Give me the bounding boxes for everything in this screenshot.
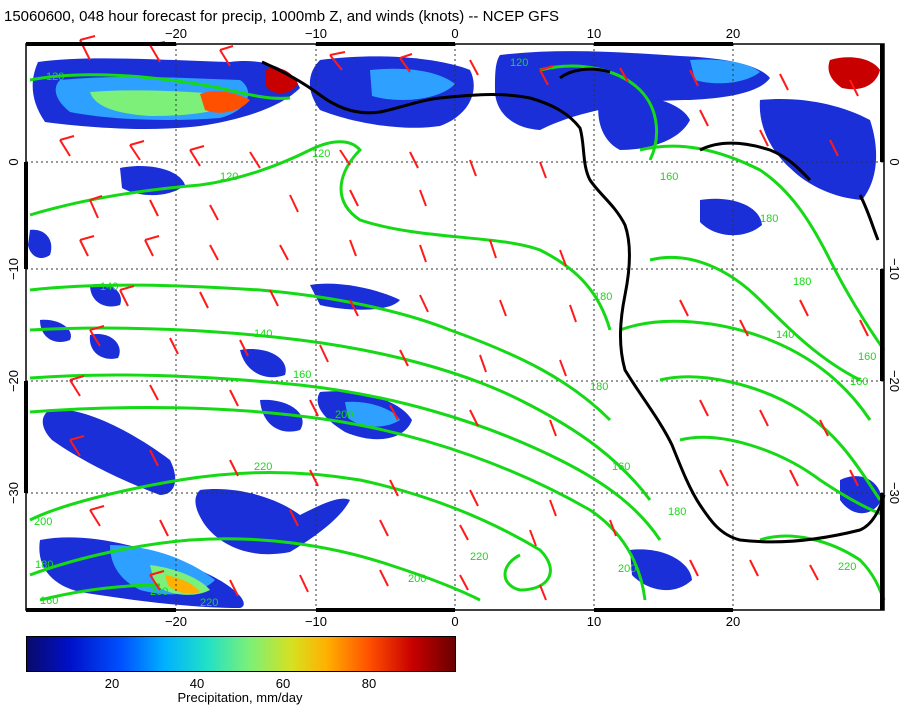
contour-label: 180 (760, 213, 778, 225)
contour-label: 220 (200, 597, 218, 609)
contour-label: 160 (293, 369, 311, 381)
lat-tick-label: −10 (6, 258, 21, 280)
contour-label: 220 (838, 561, 856, 573)
contour-label: 120 (46, 71, 64, 83)
contour-label: 140 (254, 328, 272, 340)
lon-tick-label: 0 (451, 614, 458, 629)
contour-labels: 120 120 120 140 140 160 180 200 220 180 … (34, 57, 876, 609)
lat-tick-label: 0 (6, 158, 21, 165)
contour-label: 160 (850, 376, 868, 388)
contour-label: 200 (335, 409, 353, 421)
contour-label: 200 (408, 573, 426, 585)
lon-tick-label: −10 (305, 614, 327, 629)
colorbar-tick-label: 60 (275, 676, 291, 691)
lon-tick-label: 10 (587, 614, 601, 629)
lat-tick-label: −30 (6, 482, 21, 504)
contour-label: 120 (220, 171, 238, 183)
bottom-lon-labels: −20 −10 0 10 20 (165, 614, 740, 629)
colorbar-tick-label: 20 (104, 676, 120, 691)
contour-label: 160 (612, 461, 630, 473)
contour-label: 180 (668, 506, 686, 518)
lon-tick-label: 20 (726, 614, 740, 629)
contour-label: 180 (793, 276, 811, 288)
lon-tick-label: 0 (451, 26, 458, 41)
lat-tick-label: −20 (887, 370, 902, 392)
lon-tick-label: −10 (305, 26, 327, 41)
contour-label: 200 (150, 586, 168, 598)
precipitation-colorbar (26, 636, 456, 672)
lon-tick-label: 20 (726, 26, 740, 41)
lat-tick-label: −10 (887, 258, 902, 280)
contour-label: 120 (510, 57, 528, 69)
contour-label: 180 (35, 559, 53, 571)
contour-label: 220 (470, 551, 488, 563)
contour-label: 160 (858, 351, 876, 363)
right-lat-labels: 0 −10 −20 −30 (887, 158, 902, 504)
contour-label: 180 (594, 291, 612, 303)
colorbar-tick-label: 80 (361, 676, 377, 691)
contour-label: 160 (660, 171, 678, 183)
contour-label: 180 (590, 381, 608, 393)
lon-tick-label: 10 (587, 26, 601, 41)
page-title: 15060600, 048 hour forecast for precip, … (4, 8, 559, 25)
lon-tick-label: −20 (165, 614, 187, 629)
left-lat-labels: 0 −10 −20 −30 (6, 158, 21, 504)
contour-label: 140 (100, 281, 118, 293)
contour-label: 200 (618, 563, 636, 575)
contour-label: 140 (776, 329, 794, 341)
colorbar-tick-label: 40 (189, 676, 205, 691)
lon-tick-label: −20 (165, 26, 187, 41)
contour-label: 160 (40, 595, 58, 607)
lat-tick-label: −20 (6, 370, 21, 392)
contour-label: 120 (312, 148, 330, 160)
lat-tick-label: 0 (887, 158, 902, 165)
frame-bars (24, 42, 884, 612)
contour-label: 220 (254, 461, 272, 473)
top-lon-labels: −20 −10 0 10 20 (165, 26, 740, 41)
coastline (261, 60, 886, 544)
colorbar-title: Precipitation, mm/day (177, 690, 303, 705)
lat-lon-grid (26, 44, 884, 610)
lat-tick-label: −30 (887, 482, 902, 504)
contour-label: 200 (34, 516, 52, 528)
